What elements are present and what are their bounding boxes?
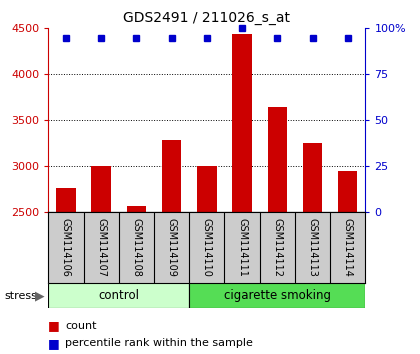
Text: ■: ■ <box>48 319 60 332</box>
Text: percentile rank within the sample: percentile rank within the sample <box>65 338 253 348</box>
Bar <box>92 166 111 212</box>
Text: stress: stress <box>4 291 37 301</box>
Text: cigarette smoking: cigarette smoking <box>224 289 331 302</box>
Text: GSM114114: GSM114114 <box>343 218 353 277</box>
Text: ▶: ▶ <box>35 289 45 302</box>
Text: control: control <box>98 289 139 302</box>
Text: GSM114110: GSM114110 <box>202 218 212 277</box>
Text: count: count <box>65 321 97 331</box>
Bar <box>268 107 287 212</box>
Bar <box>162 140 181 212</box>
Bar <box>232 34 252 212</box>
Text: GSM114112: GSM114112 <box>272 218 282 277</box>
Text: GSM114113: GSM114113 <box>307 218 318 277</box>
Text: ■: ■ <box>48 337 60 350</box>
Bar <box>127 206 146 212</box>
Title: GDS2491 / 211026_s_at: GDS2491 / 211026_s_at <box>123 11 290 24</box>
Bar <box>48 283 189 308</box>
Text: GSM114111: GSM114111 <box>237 218 247 277</box>
Text: GSM114109: GSM114109 <box>167 218 177 277</box>
Bar <box>56 188 76 212</box>
Text: GSM114106: GSM114106 <box>61 218 71 277</box>
Text: GSM114108: GSM114108 <box>131 218 142 277</box>
Bar <box>303 143 322 212</box>
Bar <box>197 166 217 212</box>
Bar <box>338 171 357 212</box>
Bar <box>189 283 365 308</box>
Text: GSM114107: GSM114107 <box>96 218 106 277</box>
